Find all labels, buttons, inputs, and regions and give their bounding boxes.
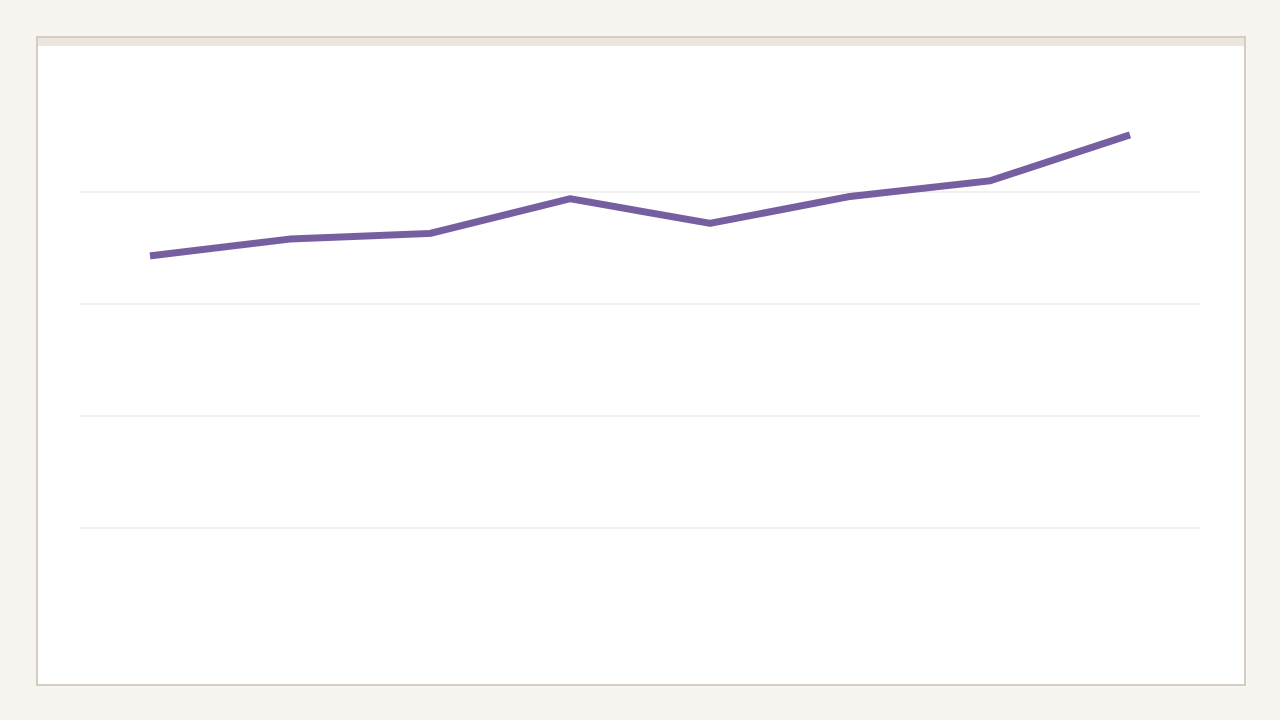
data-line [149,131,1132,260]
chart-card [36,36,1246,686]
card-header-strip [38,38,1244,46]
